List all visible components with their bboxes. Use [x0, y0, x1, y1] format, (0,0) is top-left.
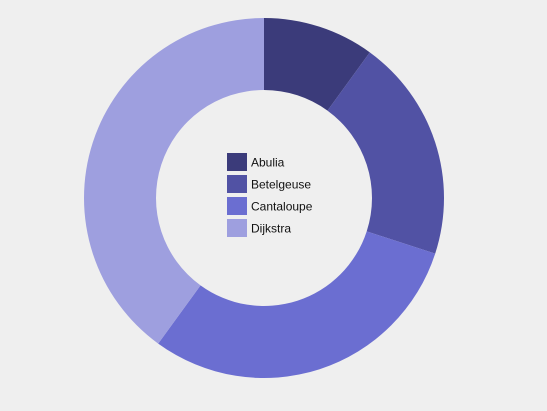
legend-swatch — [227, 175, 247, 193]
slice-abulia — [264, 18, 370, 111]
legend-swatch — [227, 197, 247, 215]
legend-item-cantaloupe: Cantaloupe — [227, 197, 313, 215]
legend-item-abulia: Abulia — [227, 153, 285, 171]
legend-item-betelgeuse: Betelgeuse — [227, 175, 311, 193]
legend-label: Abulia — [251, 156, 285, 170]
slice-dijkstra — [84, 18, 264, 344]
legend-label: Dijkstra — [251, 222, 291, 236]
legend-swatch — [227, 219, 247, 237]
slice-betelgeuse — [327, 52, 445, 254]
slice-cantaloupe — [158, 231, 436, 378]
donut-slices — [84, 18, 445, 378]
legend-label: Betelgeuse — [251, 178, 311, 192]
legend: Abulia Betelgeuse Cantaloupe Dijkstra — [227, 153, 313, 237]
legend-swatch — [227, 153, 247, 171]
legend-item-dijkstra: Dijkstra — [227, 219, 291, 237]
legend-label: Cantaloupe — [251, 200, 313, 214]
